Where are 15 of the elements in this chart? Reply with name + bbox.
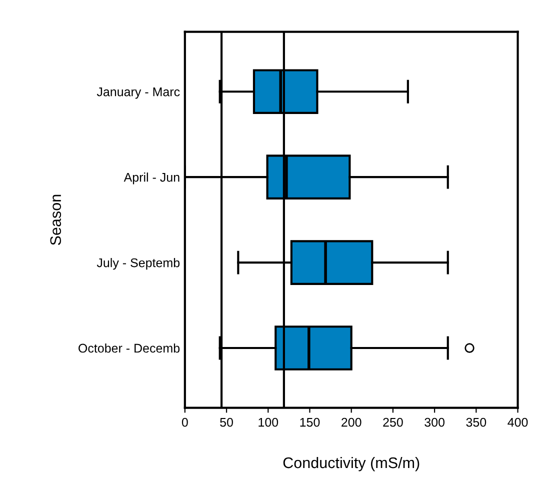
x-tick-label: 200 <box>342 418 362 427</box>
y-tick-label: January - Marc <box>96 88 180 99</box>
y-tick-label: April - Jun <box>124 172 180 184</box>
x-tick-label: 50 <box>220 418 233 427</box>
y-tick-label: October - Decemb <box>78 343 180 353</box>
y-axis-title: Season <box>50 194 62 246</box>
x-axis-title: Conductivity (mS/m) <box>283 456 420 472</box>
x-tick-label: 0 <box>182 418 188 427</box>
x-tick-label: 150 <box>300 418 320 427</box>
x-tick-label: 300 <box>424 418 444 427</box>
y-tick-label: July - Septemb <box>96 258 180 270</box>
x-tick-label: 100 <box>258 418 278 427</box>
x-tick-label: 350 <box>466 418 486 427</box>
x-tick-label: 400 <box>508 418 528 427</box>
x-tick-label: 250 <box>383 418 403 427</box>
